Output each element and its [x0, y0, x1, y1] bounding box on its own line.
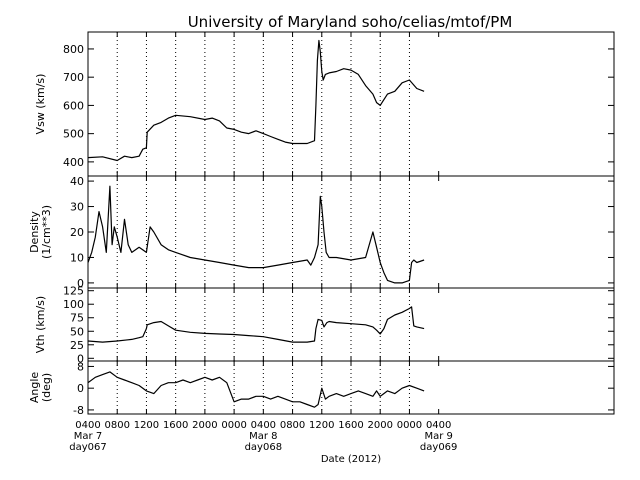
day-label: day069 [420, 442, 457, 453]
x-tick-label: 2000 [192, 420, 217, 431]
x-tick-label: 0000 [221, 420, 246, 431]
y-tick-label: -8 [73, 404, 84, 417]
x-tick-label: 0000 [397, 420, 422, 431]
x-tick-label: 1200 [134, 420, 159, 431]
y-tick-label: 0 [77, 352, 84, 365]
x-axis-label: Date (2012) [321, 454, 381, 465]
date-label: Mar 8 [249, 431, 277, 442]
y-tick-label: 400 [63, 156, 84, 169]
y-tick-label: 0 [77, 382, 84, 395]
y-tick-label: 0 [77, 277, 84, 290]
panel-density: 0 10 20 30 40 Density (1/cm**3) [28, 175, 615, 290]
x-tick-label: 0400 [251, 420, 276, 431]
y-tick-label: 40 [70, 175, 84, 188]
y-axis-label: Angle [28, 372, 41, 404]
y-tick-label: 600 [63, 99, 84, 112]
x-tick-label: 2000 [367, 420, 392, 431]
y-tick-label: 800 [63, 43, 84, 56]
x-tick-label: 1600 [163, 420, 188, 431]
y-axis-label: (1/cm**3) [40, 205, 53, 259]
y-tick-label: 125 [63, 285, 84, 298]
chart-title: University of Maryland soho/celias/mtof/… [188, 13, 513, 31]
x-tick-label: 0800 [280, 420, 305, 431]
angle-series-line [87, 371, 425, 408]
angle-frame [87, 360, 615, 415]
y-axis-label: (deg) [40, 373, 53, 402]
vsw-series-line [87, 39, 425, 162]
y-tick-label: 25 [70, 339, 84, 352]
y-tick-label: 20 [70, 226, 84, 239]
x-tick-label: 0400 [75, 420, 100, 431]
y-tick-label: 50 [70, 325, 84, 338]
y-tick-label: 700 [63, 71, 84, 84]
x-tick-label: 1600 [338, 420, 363, 431]
day-label: day068 [245, 442, 282, 453]
date-label: Mar 7 [74, 431, 102, 442]
panel-vsw: 400 500 600 700 800 Vsw (km/s) [34, 31, 615, 177]
y-tick-label: 100 [63, 298, 84, 311]
y-tick-label: 10 [70, 251, 84, 264]
day-label: day067 [69, 442, 106, 453]
y-tick-label: 500 [63, 128, 84, 141]
vth-series-line [87, 306, 425, 343]
x-tick-label: 1200 [309, 420, 334, 431]
y-tick-label: 8 [77, 360, 84, 373]
y-axis-label: Vsw (km/s) [34, 74, 47, 135]
date-label: Mar 9 [424, 431, 452, 442]
y-tick-label: 30 [70, 201, 84, 214]
x-tick-label: 0400 [426, 420, 451, 431]
panel-angle: -8 0 8 Angle (deg) [28, 360, 615, 417]
y-axis-label: Vth (km/s) [34, 296, 47, 353]
y-axis-label: Density [28, 211, 41, 253]
y-tick-label: 75 [70, 312, 84, 325]
x-tick-label: 0800 [104, 420, 129, 431]
density-series-line [87, 185, 425, 284]
